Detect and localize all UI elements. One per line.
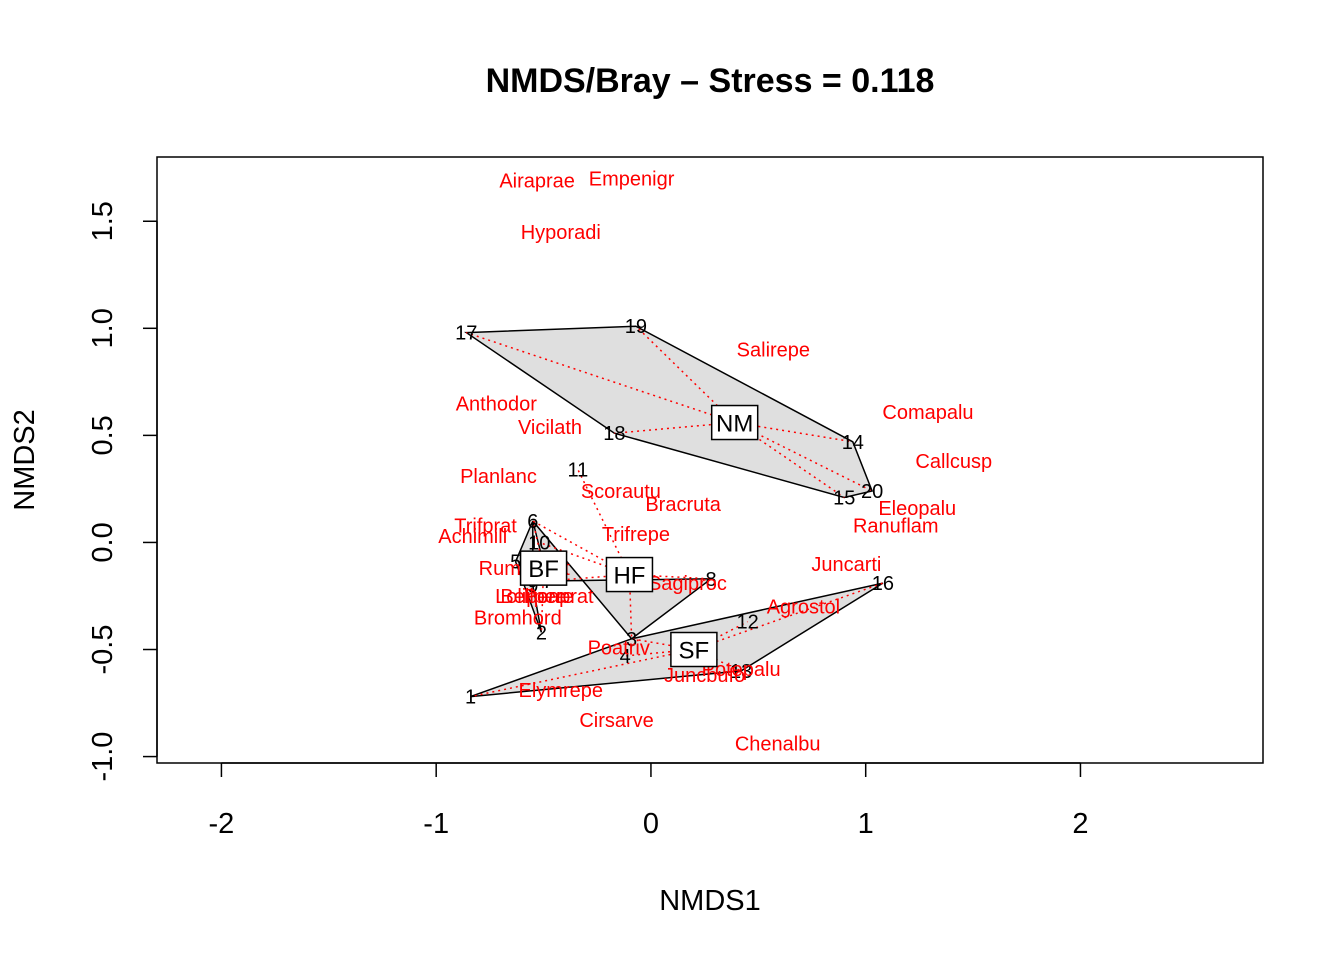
species-label-hyporadi: Hyporadi [521,222,601,244]
species-label-poaprat: Poaprat [524,586,594,608]
species-label-ranuflam: Ranuflam [853,515,939,537]
site-label-4: 4 [620,646,631,668]
centroid-label-nm: NM [716,411,753,438]
species-label-juncbufo: Juncbufo [664,665,745,687]
hull-nm [463,325,874,499]
species-label-scorautu: Scorautu [581,481,661,503]
site-label-18: 18 [603,423,625,445]
species-label-salirepe: Salirepe [737,340,810,362]
species-label-trifprat: Trifprat [454,515,517,537]
spider-line-hf-10 [539,541,630,576]
site-label-6: 6 [527,511,538,533]
site-label-2: 2 [536,622,547,644]
y-axis: -1.0 -0.5 0.0 0.5 1.0 1.5 [87,201,158,782]
spider-line-nm-17 [466,331,735,424]
centroid-box-hf [605,556,654,593]
species-label-trifrepe: Trifrepe [602,524,670,546]
species-label-juncarti: Juncarti [811,554,881,576]
y-tick-label-1: -0.5 [87,625,119,675]
site-label-15: 15 [833,487,855,509]
site-label-5: 5 [510,552,521,574]
species-label-planlanc: Planlanc [460,466,537,488]
species-label-bellpere: Bellpere [500,586,573,608]
spider-line-nm-18 [614,421,735,434]
species-label-vicilath: Vicilath [518,417,582,439]
site-label-19: 19 [625,316,647,338]
site-label-1: 1 [465,687,476,709]
centroid-box-bf [519,550,568,586]
spider-line-sf-12 [693,621,748,651]
site-label-9: 9 [527,575,538,597]
x-tick-label-1: -1 [423,808,449,840]
species-labels: Airaprae Empenigr Hyporadi Salirepe Anthodor… [438,168,992,755]
site-label-13: 13 [730,661,752,683]
x-tick-label-2: 0 [643,808,659,840]
species-label-bracruta: Bracruta [645,494,721,516]
x-tick-label-3: 1 [858,808,874,840]
spider-line-nm-19 [635,325,736,424]
centroid-box-nm [710,404,759,441]
spider-line-bf-6 [532,520,545,569]
y-tick-label-2: 0.0 [87,522,119,562]
species-label-achimill: Achimill [438,526,507,548]
y-tick-label-4: 1.0 [87,308,119,348]
species-label-cirsarve: Cirsarve [579,710,653,732]
x-axis: -2 -1 0 1 2 [209,762,1089,840]
centroid-label-sf: SF [679,638,710,665]
y-axis-label: NMDS2 [9,409,41,511]
spider-line-sf-3 [631,638,695,651]
y-tick-label-5: 1.5 [87,201,119,241]
centroid-label-bf: BF [528,556,559,583]
y-tick-label-3: 0.5 [87,415,119,455]
site-label-11: 11 [568,460,589,482]
site-label-10: 10 [528,532,550,554]
site-label-17: 17 [455,323,477,345]
species-label-empenigr: Empenigr [589,168,675,190]
species-label-airaprae: Airaprae [499,171,575,193]
species-label-potepalu: Potepalu [702,659,781,681]
centroid-box-sf [670,631,718,668]
species-label-eleopalu: Eleopalu [878,498,956,520]
y-tick-label-0: -1.0 [87,732,119,782]
site-label-8: 8 [706,569,717,591]
species-label-chenalbu: Chenalbu [735,734,821,756]
x-axis-label: NMDS1 [659,885,761,917]
species-label-anthodor: Anthodor [456,393,538,415]
species-label-bromhord: Bromhord [474,607,562,629]
centroid-label-hf: HF [613,563,645,590]
species-label-comapalu: Comapalu [882,402,973,424]
site-label-12: 12 [736,612,758,634]
species-label-lolipere: Lolipere [495,586,566,608]
species-label-sagiproc: Sagiproc [648,573,727,595]
site-label-3: 3 [626,629,637,651]
species-label-elymrepe: Elymrepe [519,680,603,702]
species-label-agrostol: Agrostol [767,597,840,619]
spider-line-nm-15 [734,421,845,499]
x-tick-label-4: 2 [1072,808,1088,840]
site-label-16: 16 [872,573,894,595]
site-label-20: 20 [861,481,883,503]
site-label-14: 14 [842,432,864,454]
species-label-poatriv: Poatriv [588,637,650,659]
group-centroids: BF HF NM SF [519,404,759,668]
x-tick-label-0: -2 [209,808,235,840]
spider-line-sf-1 [470,648,695,698]
site-labels: 1234567891011121314151617181920 [455,316,894,708]
species-label-callcusp: Callcusp [915,451,992,473]
chart-title: NMDS/Bray – Stress = 0.118 [486,62,935,100]
